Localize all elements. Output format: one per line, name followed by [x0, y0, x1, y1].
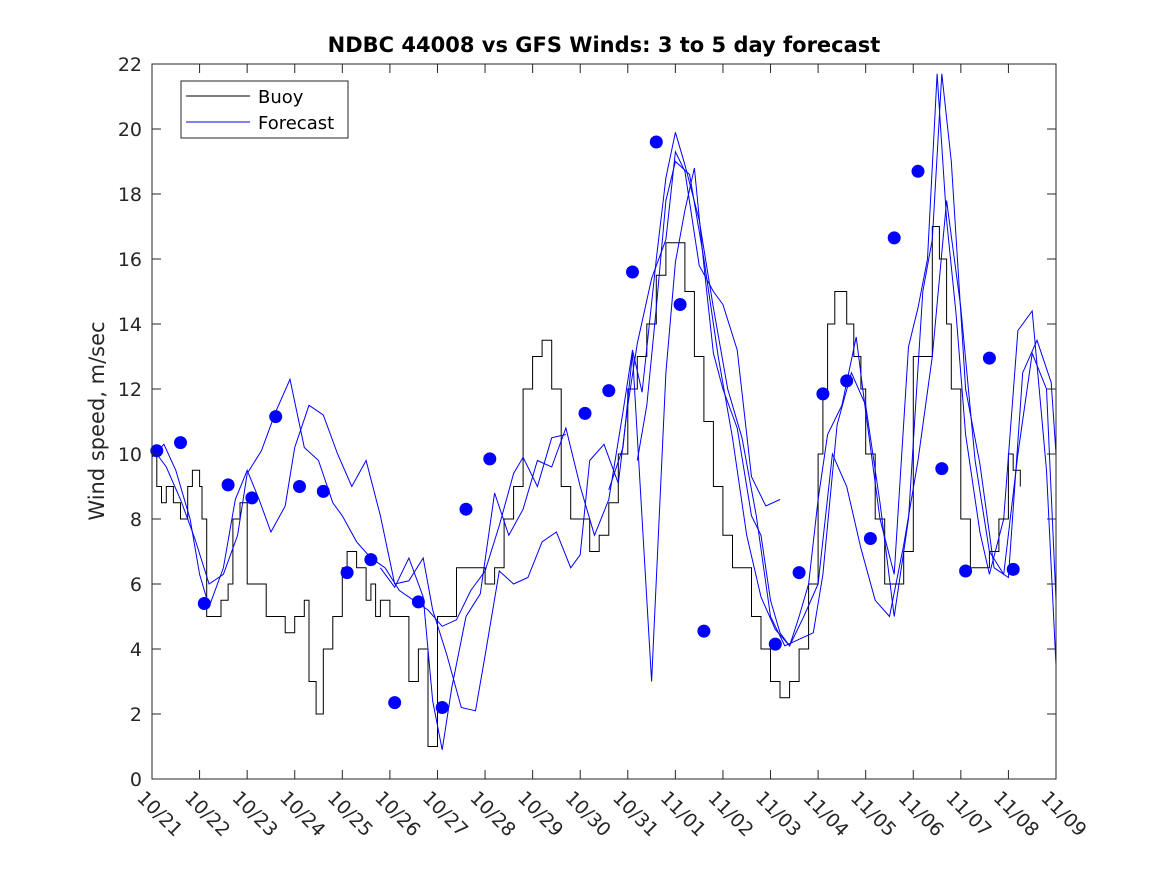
- forecast-point: [935, 462, 949, 476]
- forecast-point: [197, 597, 211, 610]
- forecast-point: [840, 374, 854, 388]
- x-tick-label: 11/05: [846, 787, 900, 841]
- x-tick-label: 11/02: [703, 787, 757, 841]
- y-tick-label: 0: [130, 769, 142, 791]
- y-tick-label: 20: [118, 119, 142, 141]
- axes-box: [151, 63, 1057, 780]
- x-tick-label: 10/22: [180, 787, 234, 841]
- x-tick-label: 11/03: [751, 787, 805, 841]
- forecast-point: [578, 406, 592, 420]
- forecast-series-line-5: [636, 160, 1057, 647]
- forecast-point: [602, 384, 616, 398]
- y-tick-label: 6: [130, 574, 142, 596]
- x-tick-label: 11/08: [989, 787, 1043, 841]
- forecast-point: [792, 566, 806, 580]
- y-tick-label: 8: [130, 509, 142, 531]
- forecast-point: [959, 564, 973, 578]
- y-tick-label: 2: [130, 704, 142, 726]
- forecast-point: [768, 637, 782, 651]
- y-tick-label: 16: [118, 249, 142, 271]
- chart-title: NDBC 44008 vs GFS Winds: 3 to 5 day fore…: [328, 33, 881, 57]
- forecast-point: [221, 478, 235, 492]
- y-tick-label: 10: [118, 444, 142, 466]
- x-tick-label: 11/01: [656, 787, 710, 841]
- buoy-series-line: [152, 226, 1021, 747]
- forecast-point: [649, 135, 663, 149]
- legend-box: [180, 80, 349, 139]
- x-tick-label: 10/26: [370, 787, 424, 841]
- x-tick-label: 10/24: [275, 787, 329, 841]
- x-tick-label: 10/28: [466, 787, 520, 841]
- y-tick-label: 4: [130, 639, 142, 661]
- forecast-point: [697, 624, 711, 638]
- x-tick-label: 11/06: [894, 787, 948, 841]
- forecast-point: [388, 696, 402, 710]
- forecast-series-line-3: [379, 73, 1057, 750]
- x-tick-label: 10/31: [608, 787, 662, 841]
- forecast-point: [673, 298, 687, 311]
- forecast-point: [483, 452, 497, 466]
- legend: Buoy Forecast: [180, 80, 349, 139]
- forecast-point: [435, 701, 449, 714]
- forecast-series-line-1: [151, 377, 567, 627]
- series-layer: [150, 73, 1057, 750]
- forecast-point: [626, 265, 639, 279]
- x-tick-label: 10/30: [561, 787, 615, 841]
- x-tick-label: 10/25: [323, 787, 377, 841]
- x-tick-label: 10/23: [228, 787, 282, 841]
- legend-forecast-label: Forecast: [258, 113, 334, 134]
- y-tick-label: 14: [118, 314, 142, 336]
- forecast-point: [411, 595, 425, 609]
- forecast-point: [245, 491, 259, 505]
- forecast-point: [459, 502, 473, 516]
- forecast-point: [174, 436, 187, 450]
- forecast-point: [340, 566, 354, 580]
- x-tick-label: 10/27: [418, 787, 472, 841]
- x-tick-label: 11/04: [799, 787, 853, 841]
- forecast-point: [863, 532, 877, 545]
- x-tick-label: 10/29: [513, 787, 567, 841]
- forecast-point: [316, 484, 330, 498]
- forecast-point: [1006, 562, 1020, 576]
- y-axis-label: Wind speed, m/sec: [85, 321, 109, 520]
- forecast-series-line-4: [608, 73, 1057, 682]
- y-tick-label: 12: [118, 379, 142, 401]
- forecast-point: [911, 164, 925, 178]
- x-tick-label: 10/21: [132, 787, 186, 841]
- forecast-point: [982, 351, 996, 365]
- y-tick-label: 22: [118, 54, 142, 76]
- forecast-point: [887, 231, 901, 245]
- forecast-point: [269, 410, 283, 424]
- x-tick-label: 11/09: [1036, 787, 1090, 841]
- y-tick-label: 18: [118, 184, 142, 206]
- forecast-point: [816, 387, 830, 401]
- plot-area: [152, 64, 1056, 779]
- legend-buoy-label: Buoy: [258, 87, 304, 108]
- forecast-point: [293, 480, 306, 493]
- x-tick-label: 11/07: [941, 787, 995, 841]
- forecast-point: [364, 553, 378, 567]
